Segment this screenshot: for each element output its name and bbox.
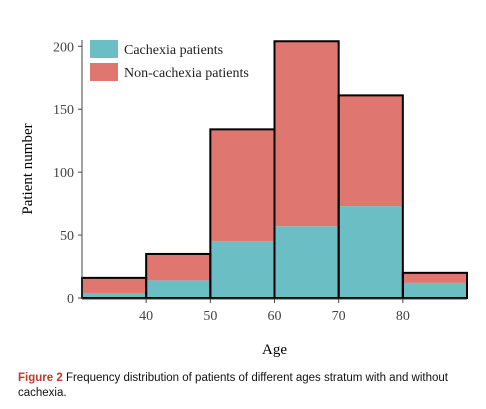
x-tick-label-60: 60 (268, 309, 282, 324)
figure-caption: Figure 2 Frequency distribution of patie… (18, 371, 473, 401)
bars-layer (82, 41, 467, 298)
x-axis-ticks: 40 50 60 70 80 (139, 299, 410, 324)
bar-cachexia-80-90 (402, 282, 467, 298)
legend: Cachexia patients Non-cachexia patients (90, 40, 249, 81)
bar-non-cachexia-50-60 (210, 129, 275, 242)
bar-outline-70-80 (337, 94, 404, 299)
bar-non-cachexia-60-70 (274, 41, 339, 227)
y-axis-title: Patient number (20, 123, 36, 214)
x-tick-label-40: 40 (139, 309, 153, 324)
x-tick-label-70: 70 (332, 309, 346, 324)
bar-non-cachexia-80-90 (402, 272, 467, 283)
bar-non-cachexia-30-40 (82, 277, 147, 293)
legend-swatch-cachexia (90, 40, 118, 58)
bar-non-cachexia-40-50 (146, 253, 211, 281)
x-tick-label-50: 50 (203, 309, 217, 324)
y-tick-label-50: 50 (60, 229, 74, 244)
bar-cachexia-60-70 (274, 226, 339, 298)
bar-cachexia-30-40 (82, 292, 147, 298)
figure-caption-label: Figure 2 (18, 372, 63, 384)
bar-cachexia-40-50 (146, 280, 211, 298)
x-axis-title: Age (262, 342, 287, 358)
legend-swatch-non-cachexia (90, 63, 118, 81)
y-tick-label-100: 100 (53, 166, 74, 181)
bar-outline-80-90 (401, 271, 469, 299)
y-tick-label-0: 0 (67, 292, 74, 307)
legend-label-non-cachexia: Non-cachexia patients (124, 66, 249, 81)
legend-label-cachexia: Cachexia patients (124, 43, 223, 58)
bar-cachexia-70-80 (338, 206, 403, 298)
histogram-chart: 0 50 100 150 200 40 50 60 70 80 Age Patient numb… (20, 40, 469, 358)
y-tick-label-200: 200 (53, 40, 74, 55)
figure-caption-text: Frequency distribution of patients of di… (18, 372, 448, 399)
y-tick-label-150: 150 (53, 103, 74, 118)
bar-cachexia-50-60 (210, 241, 275, 298)
y-axis-ticks: 0 50 100 150 200 (53, 40, 82, 307)
bar-non-cachexia-70-80 (338, 95, 403, 207)
x-tick-label-80: 80 (396, 309, 410, 324)
bar-outlines-layer (81, 40, 469, 299)
